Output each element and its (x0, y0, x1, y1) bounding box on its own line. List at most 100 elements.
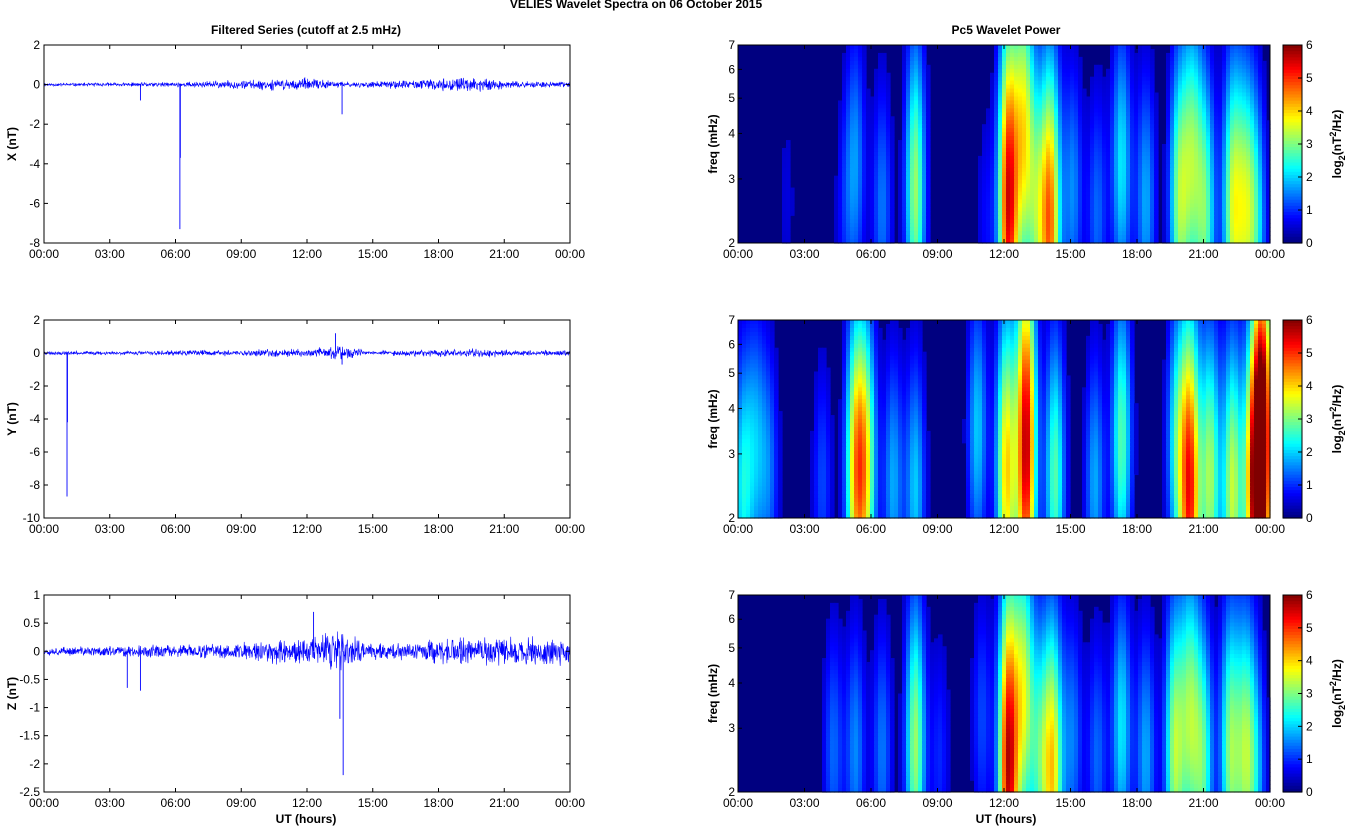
wavelet-cell (1226, 80, 1231, 86)
wavelet-cell (1054, 104, 1059, 109)
wavelet-cell (1166, 80, 1171, 86)
wavelet-cell (1194, 175, 1199, 181)
wavelet-cell (1022, 124, 1027, 129)
wavelet-cell (1218, 219, 1223, 224)
wavelet-cell (878, 52, 883, 58)
wavelet-cell (1230, 128, 1235, 133)
wavelet-cell (906, 136, 911, 141)
wavelet-cell (966, 320, 971, 325)
wavelet-cell (854, 211, 859, 216)
wavelet-cell (762, 323, 767, 329)
wavelet-cell (1238, 235, 1243, 240)
wavelet-cell (1078, 116, 1083, 121)
wavelet-cell (1234, 320, 1239, 325)
wavelet-cell (1130, 191, 1135, 197)
wavelet-cell (1110, 147, 1115, 153)
wavelet-cell (1030, 327, 1035, 333)
wavelet-cell (1062, 120, 1067, 125)
wavelet-cell (1202, 163, 1207, 169)
wavelet-cell (1062, 175, 1067, 181)
wavelet-cell (1250, 227, 1255, 232)
wavelet-cell (1086, 191, 1091, 197)
wavelet-cell (1002, 80, 1007, 86)
wavelet-cell (862, 199, 867, 204)
wavelet-cell (1210, 84, 1215, 90)
wavelet-cell (882, 88, 887, 94)
wavelet-cell (906, 104, 911, 109)
wavelet-cell (1062, 323, 1067, 329)
wavelet-cell (858, 179, 863, 185)
wavelet-cell (1214, 84, 1219, 90)
wavelet-cell (1010, 80, 1015, 86)
wavelet-cell (1142, 88, 1147, 94)
wavelet-cell (1114, 112, 1119, 117)
wavelet-cell (1246, 155, 1251, 161)
wavelet-cell (1054, 52, 1059, 58)
wavelet-cell (906, 215, 911, 220)
wavelet-cell (1230, 163, 1235, 169)
wavelet-cell (978, 167, 983, 173)
wavelet-cell (1034, 48, 1039, 54)
wavelet-cell (854, 147, 859, 153)
wavelet-cell (854, 159, 859, 165)
wavelet-cell (1194, 64, 1199, 70)
wavelet-cell (1194, 112, 1199, 117)
wavelet-cell (842, 144, 847, 149)
wavelet-cell (1134, 144, 1139, 149)
wavelet-cell (894, 320, 899, 325)
wavelet-cell (846, 104, 851, 109)
wavelet-cell (1082, 163, 1087, 169)
wavelet-cell (994, 124, 999, 129)
wavelet-cell (1206, 76, 1211, 82)
wavelet-cell (1038, 203, 1043, 208)
wavelet-cell (1138, 112, 1143, 117)
wavelet-cell (1094, 151, 1099, 157)
wavelet-cell (1146, 183, 1151, 189)
wavelet-cell (1006, 120, 1011, 125)
wavelet-cell (1190, 187, 1195, 193)
wavelet-cell (1198, 171, 1203, 177)
wavelet-cell (1166, 195, 1171, 201)
wavelet-cell (1066, 223, 1071, 228)
wavelet-cell (1242, 136, 1247, 141)
wavelet-cell (890, 124, 895, 129)
wavelet-cell (1258, 60, 1263, 66)
wavelet-cell (1178, 227, 1183, 232)
wavelet-cell (866, 320, 871, 325)
wavelet-cell (1242, 227, 1247, 232)
colorbar-tick-label-0-6: 6 (1306, 38, 1313, 52)
wavelet-cell (1070, 56, 1075, 62)
wavelet-cell (1222, 144, 1227, 149)
wavelet-cell (1138, 60, 1143, 66)
wavelet-cell (906, 147, 911, 153)
wavelet-cell (910, 128, 915, 133)
wavelet-cell (1010, 132, 1015, 137)
wavelet-cell (1002, 175, 1007, 181)
wavelet-cell (1062, 60, 1067, 66)
wavelet-cell (854, 191, 859, 197)
wavelet-cell (986, 179, 991, 185)
series-ytick-label-1-0: 2 (33, 313, 40, 327)
wavelet-cell (1098, 231, 1103, 236)
wavelet-cell (1214, 159, 1219, 165)
wavelet-cell (1018, 64, 1023, 70)
wavelet-cell (782, 227, 787, 232)
wavelet-cell (986, 155, 991, 161)
wavelet-cell (878, 239, 883, 244)
wavelet-cell (1046, 199, 1051, 204)
wavelet-cell (1250, 80, 1255, 86)
wavelet-cell (1038, 108, 1043, 113)
wavelet-cell (898, 327, 903, 333)
wavelet-cell (918, 60, 923, 66)
colorbar-step (1283, 60, 1302, 65)
wavelet-cell (1146, 171, 1151, 177)
wavelet-cell (874, 112, 879, 117)
wavelet-cell (1110, 187, 1115, 193)
colorbar-step (1283, 97, 1302, 102)
wavelet-cell (1114, 147, 1119, 153)
wavelet-cell (914, 76, 919, 82)
wavelet-cell (1098, 88, 1103, 94)
wavelet-cell (1262, 151, 1267, 157)
wavelet-cell (1050, 56, 1055, 62)
wavelet-cell (1238, 45, 1243, 50)
